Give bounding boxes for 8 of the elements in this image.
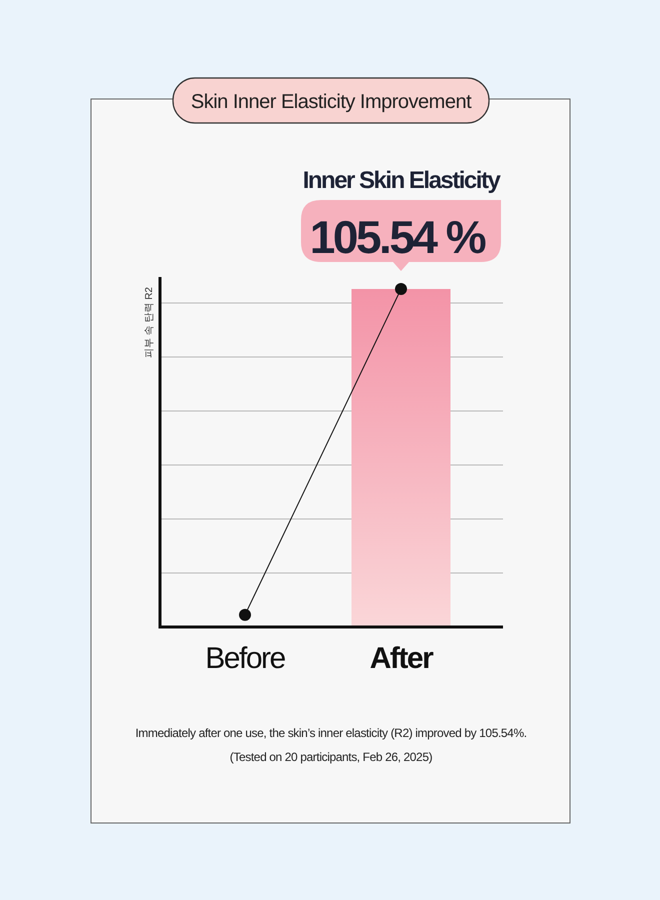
text: Immediately after one use, the skin’s inner elasticity (R2) improved by 105.54%. (135, 726, 527, 740)
text: (Tested on 20 participants, Feb 26, 2025) (230, 750, 433, 764)
text: Inner Skin Elasticity (302, 167, 502, 194)
annotation: 105.54 % (310, 211, 486, 263)
x-tick-label: Before (205, 642, 286, 675)
y-axis-title: 피부 속 탄력 R2 (144, 286, 155, 358)
x-tick-label: After (370, 642, 434, 675)
chart-title: Skin Inner Elasticity Improvement (190, 91, 472, 113)
